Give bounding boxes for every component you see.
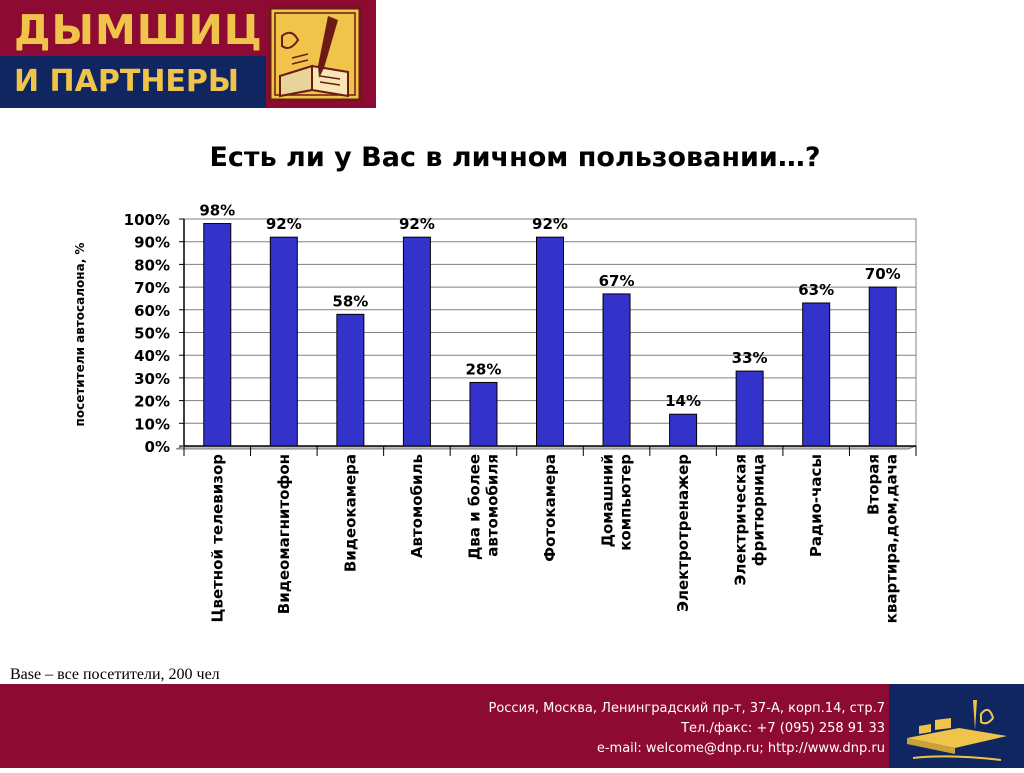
footer-contacts: Россия, Москва, Ленинградский пр-т, 37-А… — [488, 699, 885, 759]
bar — [802, 302, 831, 447]
data-label: 98% — [199, 202, 235, 220]
company-logo: ДЫМШИЦ И ПАРТНЕРЫ — [0, 0, 376, 108]
x-category-label: Радио-часы — [807, 454, 825, 557]
y-tick-label: 90% — [134, 234, 170, 252]
bar — [669, 413, 698, 447]
y-axis-title: посетители автосалона, % — [73, 243, 87, 427]
base-note: Base – все посетители, 200 чел — [10, 666, 220, 683]
bar — [336, 313, 365, 447]
footer-address: Россия, Москва, Ленинградский пр-т, 37-А… — [488, 701, 885, 716]
y-tick-label: 40% — [134, 347, 170, 365]
x-category-label-line: Электрическая — [732, 454, 750, 586]
y-tick-label: 50% — [134, 325, 170, 343]
x-category-label-line: Радио-часы — [807, 454, 825, 557]
y-tick-label: 0% — [145, 438, 170, 456]
x-category-label: Автомобиль — [408, 454, 426, 558]
y-tick-label: 30% — [134, 370, 170, 388]
x-category-label-line: Домашний — [599, 454, 617, 547]
x-category-label: Видеокамера — [341, 454, 359, 572]
data-label: 33% — [732, 349, 768, 367]
y-tick-label: 80% — [134, 256, 170, 274]
x-category-label: Цветной телевизор — [208, 454, 226, 623]
x-category-label: Домашний компьютер — [599, 454, 635, 551]
data-label: 70% — [865, 265, 901, 283]
data-label: 92% — [266, 215, 302, 233]
chart-title: Есть ли у Вас в личном пользовании…? — [209, 142, 821, 173]
y-tick-label: 70% — [134, 279, 170, 297]
y-tick-label: 10% — [134, 415, 170, 433]
x-category-label: Вторая квартира,дом,дача — [865, 454, 901, 623]
x-category-label: Электротренажер — [674, 454, 692, 612]
logo-band — [0, 56, 266, 108]
bar — [735, 370, 764, 447]
x-category-label: Два и более автомобиля — [465, 454, 501, 560]
x-category-label-line: Цветной телевизор — [208, 454, 226, 623]
data-label: 63% — [798, 281, 834, 299]
x-category-label-line: автомобиля — [483, 454, 501, 557]
y-tick-label: 100% — [124, 211, 170, 229]
bar — [536, 236, 564, 447]
data-label: 67% — [599, 272, 635, 290]
logo-name-line2: И ПАРТНЕРЫ — [14, 64, 239, 99]
bar — [602, 293, 631, 447]
x-category-label-line: Фотокамера — [541, 454, 559, 562]
y-tick-label: 60% — [134, 302, 170, 320]
x-category-label: Электрическая фритюрница — [732, 454, 768, 586]
x-category-label-line: Вторая — [865, 454, 883, 515]
x-category-label-line: Два и более — [465, 454, 483, 560]
data-label: 92% — [399, 215, 435, 233]
logo-name-line1: ДЫМШИЦ — [14, 6, 263, 54]
bar — [402, 236, 431, 447]
x-category-label-line: Видеомагнитофон — [275, 454, 293, 614]
x-category-label-line: фритюрница — [750, 454, 768, 566]
footer-phone: Тел./факс: +7 (095) 258 91 33 — [681, 721, 885, 736]
x-category-label-line: Автомобиль — [408, 454, 426, 558]
data-label: 58% — [332, 292, 368, 310]
footer-contacts-line: e-mail: welcome@dnp.ru; http://www.dnp.r… — [596, 741, 885, 756]
bar — [469, 381, 498, 447]
data-label: 14% — [665, 392, 701, 410]
bar — [868, 286, 897, 447]
bar-chart: 0% 10% 20% 30% 40% 50% 60% 70% 80% 90% 100% посетит… — [73, 202, 917, 623]
x-category-label-line: компьютер — [617, 454, 635, 551]
x-category-label-line: Электротренажер — [674, 454, 692, 612]
data-label: 92% — [532, 215, 568, 233]
y-tick-label: 20% — [134, 393, 170, 411]
x-category-label: Видеомагнитофон — [275, 454, 293, 614]
footer-band — [0, 684, 1024, 768]
x-category-label: Фотокамера — [541, 454, 559, 562]
desk-with-books-icon — [907, 700, 1007, 761]
book-and-pen-icon — [268, 6, 362, 102]
x-category-label-line: квартира,дом,дача — [883, 454, 901, 623]
x-category-label-line: Видеокамера — [341, 454, 359, 572]
data-label: 28% — [466, 360, 502, 378]
footer-logo — [889, 684, 1024, 768]
bar — [269, 236, 298, 447]
bar — [203, 223, 232, 447]
